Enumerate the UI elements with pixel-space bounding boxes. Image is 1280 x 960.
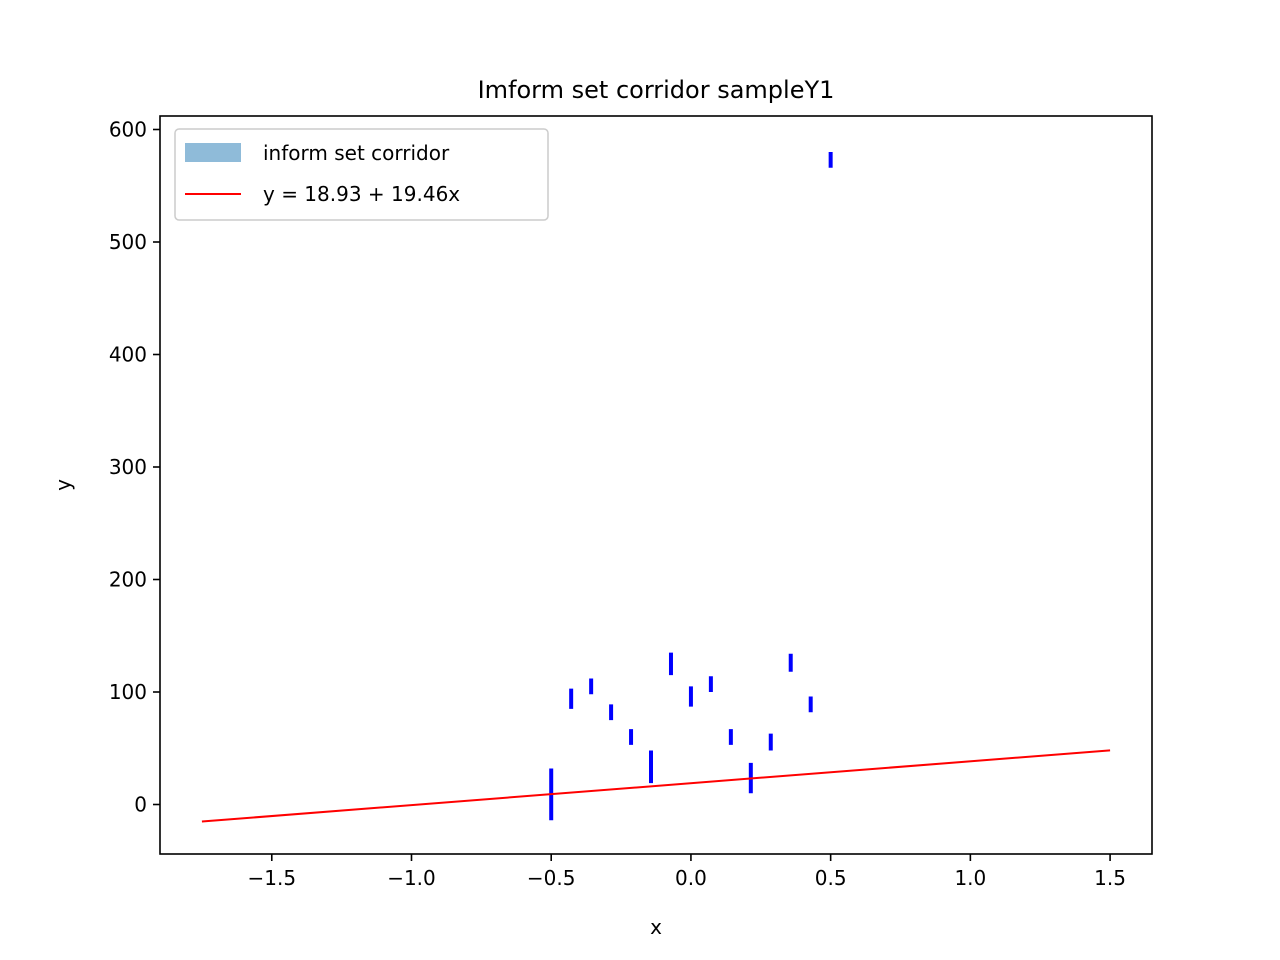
y-tick-label-5: 500 bbox=[109, 230, 147, 254]
x-tick-label-2: −0.5 bbox=[527, 866, 576, 890]
x-tick-label-4: 0.5 bbox=[815, 866, 847, 890]
y-tick-label-4: 400 bbox=[109, 343, 147, 367]
y-axis: 0 100 200 300 400 500 600 bbox=[109, 118, 160, 817]
axes-frame bbox=[159, 115, 1153, 855]
legend-frame bbox=[174, 128, 549, 221]
legend-label-corridor: inform set corridor bbox=[263, 141, 450, 165]
x-axis-label: x bbox=[650, 915, 662, 939]
x-tick-label-0: −1.5 bbox=[247, 866, 296, 890]
y-axis-label: y bbox=[51, 479, 75, 491]
y-tick-label-0: 0 bbox=[134, 793, 147, 817]
x-tick-label-1: −1.0 bbox=[387, 866, 436, 890]
legend: inform set corridor y = 18.93 + 19.46x bbox=[174, 128, 549, 221]
x-tick-label-3: 0.0 bbox=[675, 866, 707, 890]
legend-label-regression: y = 18.93 + 19.46x bbox=[263, 182, 460, 206]
x-axis: −1.5 −1.0 −0.5 0.0 0.5 1.0 1.5 bbox=[247, 854, 1126, 890]
x-tick-label-6: 1.5 bbox=[1094, 866, 1126, 890]
legend-swatch-corridor bbox=[185, 143, 241, 162]
y-tick-label-3: 300 bbox=[109, 455, 147, 479]
y-tick-label-2: 200 bbox=[109, 568, 147, 592]
y-tick-label-1: 100 bbox=[109, 680, 147, 704]
y-tick-label-6: 600 bbox=[109, 118, 147, 142]
plot-area bbox=[201, 152, 1111, 823]
regression-line bbox=[201, 749, 1111, 823]
chart-title: Imform set corridor sampleY1 bbox=[478, 76, 835, 104]
x-tick-label-5: 1.0 bbox=[954, 866, 986, 890]
